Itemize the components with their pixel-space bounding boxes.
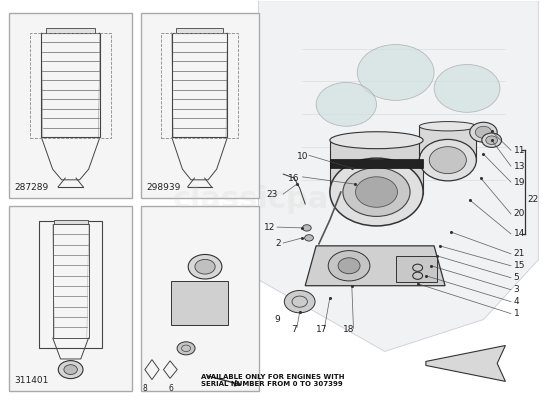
Bar <box>54 220 87 224</box>
Bar <box>46 28 96 32</box>
Bar <box>41 32 100 137</box>
Text: 2: 2 <box>275 239 280 248</box>
Bar <box>419 127 476 161</box>
Circle shape <box>284 290 315 313</box>
Text: 13: 13 <box>514 162 525 171</box>
Text: 6: 6 <box>169 384 174 392</box>
Ellipse shape <box>419 122 476 131</box>
Bar <box>53 224 89 338</box>
Bar <box>176 28 223 32</box>
Text: 311401: 311401 <box>14 376 49 385</box>
Circle shape <box>338 258 360 274</box>
Circle shape <box>475 126 492 138</box>
Circle shape <box>58 361 83 378</box>
Bar <box>9 206 133 391</box>
Text: 22: 22 <box>527 196 538 204</box>
Circle shape <box>330 158 423 226</box>
Text: 15: 15 <box>514 261 525 270</box>
Circle shape <box>188 254 222 279</box>
Circle shape <box>486 136 498 144</box>
Text: 12: 12 <box>264 224 275 232</box>
Bar <box>39 221 102 348</box>
Circle shape <box>429 147 466 174</box>
Text: 287289: 287289 <box>14 183 48 192</box>
Text: 20: 20 <box>514 210 525 218</box>
Text: 8: 8 <box>142 384 147 392</box>
Circle shape <box>358 44 434 100</box>
Text: 17: 17 <box>316 325 327 334</box>
Bar <box>172 32 227 137</box>
Circle shape <box>419 140 476 181</box>
Text: 21: 21 <box>514 249 525 258</box>
Bar <box>172 281 228 325</box>
Circle shape <box>305 235 314 241</box>
Bar <box>330 142 423 194</box>
Text: 7: 7 <box>292 325 297 334</box>
Bar <box>141 13 258 198</box>
Circle shape <box>195 259 215 274</box>
Bar <box>330 159 423 168</box>
Text: 10: 10 <box>296 152 308 161</box>
Text: 5: 5 <box>514 273 519 282</box>
Polygon shape <box>426 346 505 381</box>
Circle shape <box>328 251 370 281</box>
Bar <box>9 13 133 198</box>
Circle shape <box>434 64 500 112</box>
Text: 1: 1 <box>514 309 519 318</box>
Circle shape <box>64 365 78 374</box>
Text: 9: 9 <box>275 315 280 324</box>
Text: 14: 14 <box>514 229 525 238</box>
Ellipse shape <box>330 132 423 149</box>
Circle shape <box>470 122 497 142</box>
Polygon shape <box>305 246 445 286</box>
Text: 19: 19 <box>514 178 525 186</box>
Text: 11: 11 <box>514 146 525 155</box>
Circle shape <box>482 133 502 147</box>
Text: AVAILABLE ONLY FOR ENGINES WITH
SERIAL NUMBER FROM 0 TO 307399: AVAILABLE ONLY FOR ENGINES WITH SERIAL N… <box>201 374 344 387</box>
Bar <box>161 32 238 138</box>
Text: 18: 18 <box>343 325 355 334</box>
Bar <box>395 256 437 282</box>
Circle shape <box>177 342 195 355</box>
Circle shape <box>343 168 410 216</box>
Text: 16: 16 <box>288 174 300 182</box>
Text: 23: 23 <box>267 190 278 198</box>
Bar <box>141 206 258 391</box>
Text: 4: 4 <box>514 297 519 306</box>
Text: 298939: 298939 <box>146 183 180 192</box>
Bar <box>30 32 111 138</box>
Polygon shape <box>258 1 538 352</box>
Circle shape <box>316 82 377 126</box>
Circle shape <box>355 177 398 207</box>
Text: classicparts: classicparts <box>173 186 377 214</box>
Text: 3: 3 <box>514 285 519 294</box>
Circle shape <box>302 225 311 231</box>
